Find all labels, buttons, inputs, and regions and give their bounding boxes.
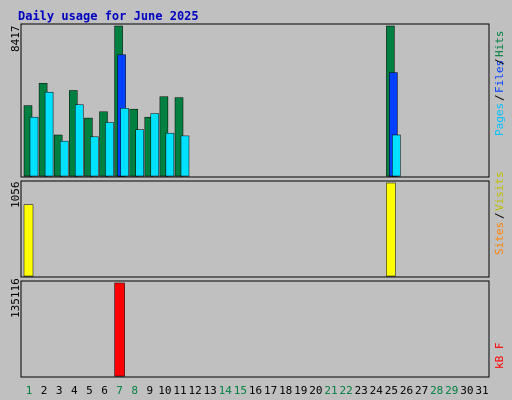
legend-slash-2: /: [493, 58, 506, 65]
day-label-9: 9: [146, 384, 153, 397]
visits-ymax-label: 1056: [9, 182, 22, 209]
day-label-17: 17: [264, 384, 277, 397]
hits_files_pages-pages-bar-day-4: [75, 104, 84, 177]
kbytes-panel: [20, 280, 490, 378]
kbytes-ymax-label: 135116: [9, 278, 22, 318]
legend-files: Files: [493, 60, 506, 93]
legend-pages: Pages: [493, 103, 506, 136]
legend-hits: Hits: [493, 31, 506, 58]
chart-bars: [23, 25, 401, 377]
day-label-14: 14: [219, 384, 233, 397]
day-label-19: 19: [294, 384, 307, 397]
day-label-2: 2: [41, 384, 48, 397]
day-label-25: 25: [385, 384, 398, 397]
day-label-28: 28: [430, 384, 443, 397]
day-label-31: 31: [475, 384, 488, 397]
day-label-23: 23: [355, 384, 368, 397]
legend-visits: Visits: [493, 171, 506, 211]
hits_files_pages-pages-bar-day-10: [165, 132, 175, 177]
day-label-10: 10: [158, 384, 171, 397]
hits_files_pages-pages-bar-day-6: [105, 122, 114, 177]
legend-sites: Sites: [493, 222, 506, 255]
hits_files_pages-pages-bar-day-8: [135, 129, 144, 177]
visits_sites-visits-bar-day-1: [23, 204, 34, 277]
hits-files-pages-legend: Pages / Files / Hits: [493, 31, 506, 137]
chart-title: Daily usage for June 2025: [18, 9, 199, 23]
hits_files_pages-pages-bar-day-7: [120, 108, 129, 177]
day-label-7: 7: [116, 384, 123, 397]
hits_files_pages-pages-bar-day-25: [392, 134, 401, 177]
hits_files_pages-pages-bar-day-1: [29, 116, 39, 177]
day-label-8: 8: [131, 384, 138, 397]
day-label-21: 21: [324, 384, 337, 397]
day-label-24: 24: [370, 384, 384, 397]
hits-files-pages-panel: [20, 23, 490, 178]
day-label-30: 30: [460, 384, 473, 397]
kbytes-kbytes-bar-day-7: [114, 282, 125, 377]
day-label-22: 22: [339, 384, 352, 397]
hits_files_pages-pages-bar-day-3: [59, 140, 69, 177]
hits_files_pages-pages-bar-day-2: [44, 91, 54, 177]
day-label-15: 15: [234, 384, 247, 397]
day-label-5: 5: [86, 384, 93, 397]
day-label-20: 20: [309, 384, 322, 397]
legend-slash-3: /: [493, 212, 506, 219]
hits_files_pages-pages-bar-day-11: [180, 135, 190, 177]
day-label-12: 12: [188, 384, 201, 397]
legend-slash-1: /: [493, 94, 506, 101]
day-label-18: 18: [279, 384, 292, 397]
legend-kbytes: kB F: [493, 343, 506, 370]
hits_files_pages-pages-bar-day-9: [150, 113, 160, 177]
day-label-29: 29: [445, 384, 458, 397]
day-label-1: 1: [26, 384, 33, 397]
day-label-4: 4: [71, 384, 78, 397]
day-label-11: 11: [173, 384, 186, 397]
kbytes-legend: kB F: [493, 343, 506, 370]
day-label-26: 26: [400, 384, 413, 397]
day-labels: 1 2 3 4 5 6 7 8 9 10 11 12 13 14 15 16 17 18 19 20 21 22 23 24 2…: [26, 384, 489, 397]
visits_sites-visits-bar-day-25: [386, 182, 396, 277]
day-label-6: 6: [101, 384, 108, 397]
day-label-3: 3: [56, 384, 63, 397]
visits-sites-panel: [20, 180, 490, 278]
day-label-16: 16: [249, 384, 262, 397]
day-label-27: 27: [415, 384, 428, 397]
hits-ymax-label: 8417: [9, 26, 22, 53]
visits-sites-legend: Sites / Visits: [493, 171, 506, 255]
hits_files_pages-pages-bar-day-5: [90, 136, 99, 177]
day-label-13: 13: [204, 384, 217, 397]
